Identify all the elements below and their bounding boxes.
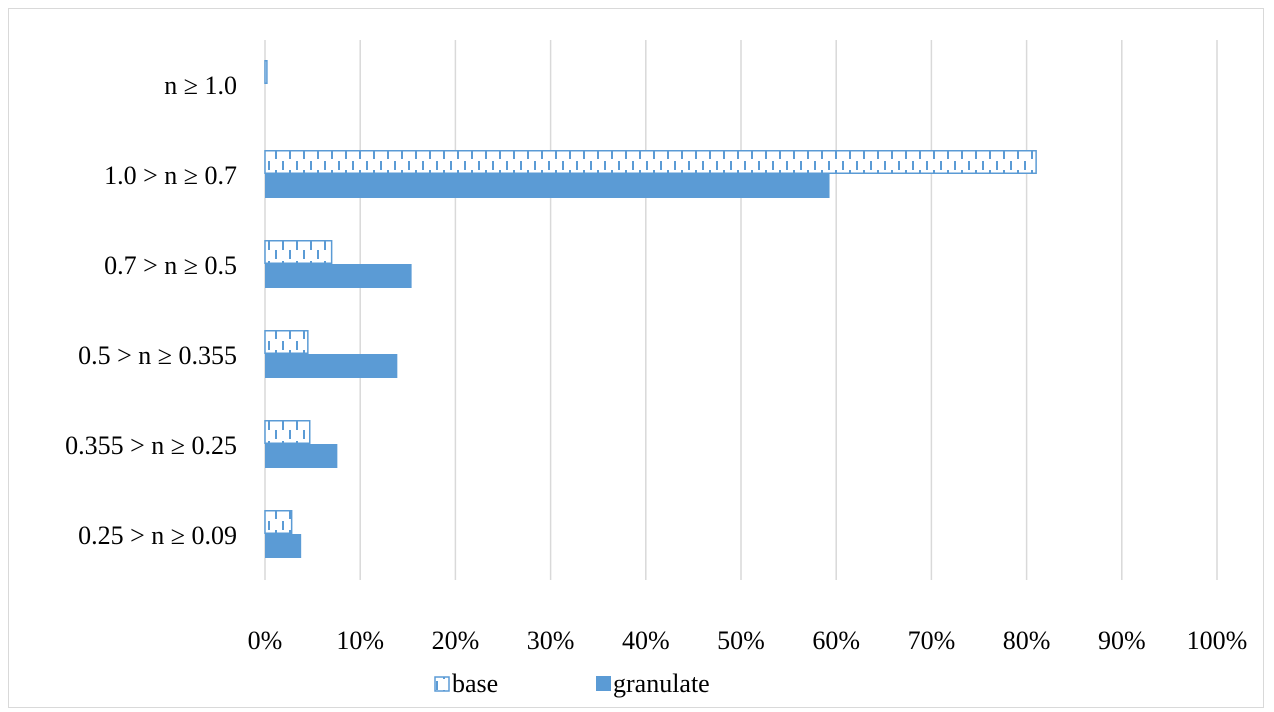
x-tick-label: 70% [908,626,956,655]
bar-base [264,150,1037,174]
bar-granulate [265,444,338,468]
category-label: n ≥ 1.0 [164,71,237,100]
bar-base [264,240,333,264]
bar-base [264,510,293,534]
x-tick-label: 20% [432,626,480,655]
x-tick-label: 50% [717,626,765,655]
x-tick-label: 0% [248,626,283,655]
bar-granulate [265,534,302,558]
x-tick-label: 40% [622,626,670,655]
bar-base [264,60,268,84]
category-labels: n ≥ 1.0 1.0 > n ≥ 0.7 0.7 > n ≥ 0.5 0.5 > n… [65,71,237,550]
legend-label-granulate: granulate [613,669,710,698]
legend-swatch-base [434,676,450,692]
bars [264,60,1037,558]
bar-granulate [265,174,830,198]
x-tick-label: 80% [1003,626,1051,655]
x-tick-labels: 0% 10% 20% 30% 40% 50% 60% 70% 80% 90% 100% [248,626,1248,655]
bar-granulate [265,354,398,378]
x-tick-label: 60% [812,626,860,655]
legend: base granulate [434,669,710,698]
gridlines [264,40,1218,580]
legend-swatch-granulate [596,676,611,691]
bar-granulate [265,264,412,288]
category-label: 0.355 > n ≥ 0.25 [65,431,237,460]
legend-label-base: base [452,669,498,698]
x-tick-label: 30% [527,626,575,655]
category-label: 0.7 > n ≥ 0.5 [104,251,237,280]
x-tick-label: 100% [1187,626,1248,655]
bar-base [264,330,309,354]
x-tick-label: 90% [1098,626,1146,655]
category-label: 0.25 > n ≥ 0.09 [78,521,237,550]
category-label: 0.5 > n ≥ 0.355 [78,341,237,370]
category-label: 1.0 > n ≥ 0.7 [104,161,237,190]
bar-base [264,420,311,444]
x-tick-label: 10% [336,626,384,655]
chart-frame [8,8,1264,708]
